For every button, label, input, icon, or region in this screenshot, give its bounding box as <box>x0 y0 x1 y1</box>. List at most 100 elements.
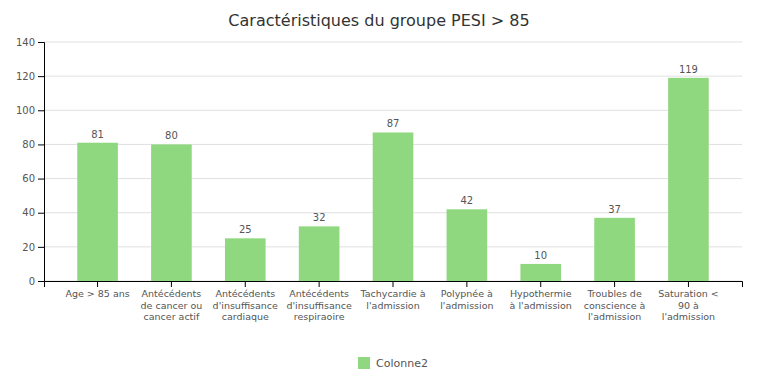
tick-label-line: à l'admission <box>510 300 572 311</box>
data-labels: 81 80 25 32 87 42 10 37 119 <box>91 64 698 261</box>
legend-label: Colonne2 <box>376 357 428 370</box>
tick-label-line: l'admission <box>662 311 715 322</box>
tick-label-line: respiraoire <box>294 311 345 322</box>
axis-line <box>45 282 743 288</box>
bar <box>299 226 340 281</box>
tick-label-line: l'admission <box>366 300 419 311</box>
tick-label-line: d'insuffisance <box>213 300 278 311</box>
tick-label-line: Antécédents <box>215 288 275 299</box>
tick-mark <box>171 281 172 287</box>
tick-mark <box>38 144 44 145</box>
tick: Antécédentsd'insuffisancecardiaque <box>213 281 278 322</box>
tick-label-line: Troubles de <box>586 288 641 299</box>
tick-label-line: conscience à <box>584 300 646 311</box>
tick-label-line: Saturation < <box>658 288 719 299</box>
bars <box>77 78 709 281</box>
tick-label: Antécédentsd'insuffisancecardiaque <box>213 288 278 323</box>
data-label: 42 <box>460 195 473 206</box>
data-label: 37 <box>608 204 621 215</box>
tick-label: 60 <box>22 173 35 184</box>
grid-line <box>44 76 742 77</box>
tick-mark <box>38 213 44 214</box>
tick: Antécédentsd'insuffisancerespiraoire <box>286 281 351 322</box>
data-label: 32 <box>313 212 326 223</box>
tick-label-line: d'insuffisance <box>286 300 351 311</box>
bar <box>373 132 414 281</box>
tick-label-line: de cancer ou <box>141 300 203 311</box>
data-label: 87 <box>387 118 400 129</box>
tick-label: Age > 85 ans <box>65 288 129 299</box>
tick-label: 140 <box>16 37 35 48</box>
bar <box>668 78 709 281</box>
y-axis: 0 20 40 60 80 100 120 140 <box>16 37 45 287</box>
tick: 20 <box>22 242 44 253</box>
bar <box>594 218 635 281</box>
tick-label: 100 <box>16 105 35 116</box>
tick-label: Saturation <90 àl'admission <box>658 288 719 323</box>
tick-label-line: Tachycardie à <box>359 288 425 299</box>
axis-line <box>38 43 45 282</box>
title: Caractéristiques du groupe PESI > 85 <box>228 11 529 30</box>
tick-label-line: cancer actif <box>144 311 200 322</box>
tick-label: Antécédentsde cancer oucancer actif <box>141 288 203 323</box>
grid <box>44 42 742 281</box>
bar <box>520 264 561 281</box>
bar <box>447 209 488 281</box>
tick-mark <box>540 281 541 287</box>
tick-label: Hypothermieà l'admission <box>510 288 572 311</box>
tick-label: Troubles deconscience àl'admission <box>584 288 646 323</box>
tick: Polypnée àl'admission <box>440 281 493 311</box>
tick: Antécédentsde cancer oucancer actif <box>141 281 203 322</box>
chart: Caractéristiques du groupe PESI > 85 0 20 4… <box>0 0 758 381</box>
tick-label-line: l'admission <box>588 311 641 322</box>
tick: 40 <box>22 207 44 218</box>
tick-label-line: Antécédents <box>142 288 202 299</box>
legend: Colonne2 <box>358 357 428 370</box>
tick-mark <box>245 281 246 287</box>
tick-mark <box>466 281 467 287</box>
tick-label: Polypnée àl'admission <box>440 288 493 311</box>
bar <box>151 144 192 281</box>
tick-mark <box>38 179 44 180</box>
tick-label: 80 <box>22 139 35 150</box>
tick-label: 120 <box>16 71 35 82</box>
tick: Age > 85 ans <box>65 281 129 299</box>
tick-label: 20 <box>22 242 35 253</box>
tick-mark <box>319 281 320 287</box>
tick-label: 0 <box>29 276 35 287</box>
tick-label-line: l'admission <box>440 300 493 311</box>
tick: 120 <box>16 71 44 82</box>
legend-swatch <box>358 357 370 369</box>
tick-mark <box>97 281 98 287</box>
tick-label-line: Hypothermie <box>510 288 572 299</box>
tick: 80 <box>22 139 44 150</box>
grid-line <box>44 110 742 111</box>
tick: 100 <box>16 105 44 116</box>
tick: Troubles deconscience àl'admission <box>584 281 646 322</box>
tick-label-line: cardiaque <box>222 311 269 322</box>
grid-line <box>44 42 742 43</box>
tick-label-line: 90 à <box>678 300 699 311</box>
tick-mark <box>38 42 44 43</box>
data-label: 10 <box>534 250 547 261</box>
data-label: 80 <box>165 130 178 141</box>
tick-mark <box>38 247 44 248</box>
tick: 60 <box>22 173 44 184</box>
tick-mark <box>393 281 394 287</box>
tick: Hypothermieà l'admission <box>510 281 572 311</box>
tick-mark <box>688 281 689 287</box>
tick: Saturation <90 àl'admission <box>658 281 719 322</box>
data-label: 119 <box>679 64 698 75</box>
bar <box>77 143 118 281</box>
tick-label: 40 <box>22 207 35 218</box>
tick-label: Tachycardie àl'admission <box>359 288 425 311</box>
tick-label: Antécédentsd'insuffisancerespiraoire <box>286 288 351 323</box>
plot: 0 20 40 60 80 100 120 140 Age > 85 ans Antécédent… <box>16 37 743 323</box>
tick: 0 <box>29 276 44 287</box>
tick-mark <box>38 281 44 282</box>
data-label: 25 <box>239 224 252 235</box>
tick-mark <box>38 76 44 77</box>
bar <box>225 238 266 281</box>
data-label: 81 <box>91 129 104 140</box>
tick-label-line: Antécédents <box>289 288 349 299</box>
